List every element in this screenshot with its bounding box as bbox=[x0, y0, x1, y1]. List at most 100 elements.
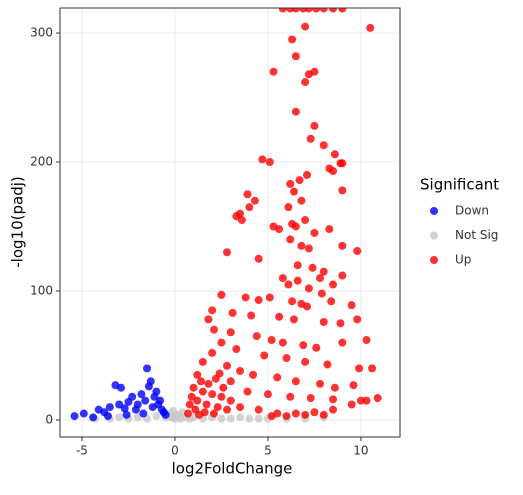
point bbox=[312, 343, 321, 352]
point bbox=[299, 341, 308, 350]
point bbox=[89, 413, 98, 422]
point bbox=[286, 392, 295, 401]
point bbox=[356, 396, 365, 405]
point bbox=[152, 387, 161, 396]
point bbox=[295, 176, 304, 185]
point bbox=[122, 410, 131, 419]
point bbox=[338, 241, 347, 250]
point bbox=[301, 410, 310, 419]
point bbox=[269, 67, 278, 76]
point bbox=[325, 225, 334, 234]
legend-label: Up bbox=[455, 253, 471, 267]
point bbox=[208, 306, 217, 315]
point bbox=[306, 134, 315, 143]
point bbox=[115, 400, 124, 409]
point bbox=[226, 328, 235, 337]
point bbox=[193, 396, 202, 405]
point bbox=[198, 357, 207, 366]
x-axis-label: log2FoldChange bbox=[172, 460, 293, 478]
point bbox=[243, 190, 252, 199]
point bbox=[355, 364, 364, 373]
points bbox=[70, 8, 382, 423]
x-tick-label: 5 bbox=[264, 444, 272, 458]
point bbox=[291, 8, 300, 13]
point bbox=[304, 244, 313, 253]
point bbox=[319, 267, 328, 276]
point bbox=[103, 412, 112, 421]
point bbox=[275, 225, 284, 234]
y-tick-label: 100 bbox=[30, 283, 53, 297]
point bbox=[198, 387, 207, 396]
legend-swatch bbox=[430, 256, 438, 264]
point bbox=[196, 377, 205, 386]
point bbox=[263, 390, 272, 399]
point bbox=[228, 308, 237, 317]
point bbox=[330, 150, 339, 159]
point bbox=[215, 369, 224, 378]
point bbox=[137, 390, 146, 399]
point bbox=[289, 187, 298, 196]
point bbox=[288, 297, 297, 306]
point bbox=[338, 338, 347, 347]
point bbox=[250, 196, 259, 205]
point bbox=[243, 387, 252, 396]
point bbox=[260, 351, 269, 360]
point bbox=[183, 409, 192, 418]
point bbox=[289, 315, 298, 324]
point bbox=[265, 158, 274, 167]
point bbox=[120, 404, 129, 413]
point bbox=[254, 414, 263, 423]
point bbox=[278, 8, 287, 13]
point bbox=[319, 410, 328, 419]
point bbox=[347, 400, 356, 409]
point bbox=[304, 8, 313, 13]
point bbox=[226, 396, 235, 405]
point bbox=[187, 392, 196, 401]
point bbox=[217, 290, 226, 299]
point bbox=[217, 414, 226, 423]
point bbox=[308, 263, 317, 272]
point bbox=[329, 280, 338, 289]
point bbox=[193, 370, 202, 379]
point bbox=[278, 274, 287, 283]
point bbox=[310, 228, 319, 237]
point bbox=[301, 216, 310, 225]
point bbox=[115, 413, 124, 422]
point bbox=[139, 409, 148, 418]
point bbox=[249, 370, 258, 379]
point bbox=[247, 311, 256, 320]
point bbox=[319, 141, 328, 150]
point bbox=[219, 383, 228, 392]
point bbox=[310, 121, 319, 130]
legend-label: Down bbox=[455, 204, 489, 218]
point bbox=[254, 254, 263, 263]
point bbox=[133, 400, 142, 409]
point bbox=[189, 383, 198, 392]
point bbox=[236, 366, 245, 375]
point bbox=[338, 8, 347, 13]
point bbox=[288, 35, 297, 44]
point bbox=[128, 392, 137, 401]
point bbox=[312, 8, 321, 13]
point bbox=[204, 379, 213, 388]
point bbox=[284, 203, 293, 212]
point bbox=[208, 390, 217, 399]
point bbox=[204, 315, 213, 324]
point bbox=[141, 396, 150, 405]
point bbox=[267, 412, 276, 421]
point bbox=[226, 377, 235, 386]
point bbox=[301, 78, 310, 87]
point bbox=[303, 302, 312, 311]
point bbox=[291, 222, 300, 231]
point bbox=[105, 403, 114, 412]
legend-title: Significant bbox=[420, 176, 499, 194]
point bbox=[79, 409, 88, 418]
point bbox=[161, 410, 170, 419]
y-tick-label: 0 bbox=[45, 412, 53, 426]
point bbox=[223, 248, 232, 257]
legend-swatch bbox=[430, 231, 438, 240]
point bbox=[297, 241, 306, 250]
point bbox=[338, 186, 347, 195]
point bbox=[232, 212, 241, 221]
point bbox=[245, 203, 254, 212]
